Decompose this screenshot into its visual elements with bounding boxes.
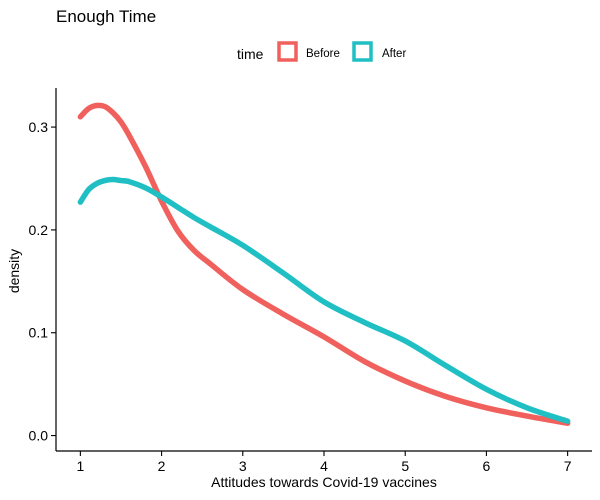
legend-label-after: After (382, 48, 406, 60)
legend-title: time (237, 46, 264, 62)
x-tick-label: 2 (158, 458, 166, 474)
y-tick-label: 0.0 (29, 428, 49, 444)
legend-key-before (277, 41, 298, 62)
y-tick-label: 0.2 (29, 222, 49, 238)
x-tick-label: 3 (239, 458, 247, 474)
series-line-before (77, 102, 571, 426)
x-tick-label: 7 (564, 458, 572, 474)
x-axis-title: Attitudes towards Covid-19 vaccines (211, 474, 437, 490)
y-tick-label: 0.1 (29, 325, 49, 341)
chart-title: Enough Time (56, 7, 156, 26)
legend-label-before: Before (306, 48, 340, 60)
x-tick-label: 5 (401, 458, 409, 474)
x-tick-label: 1 (76, 458, 84, 474)
series-line-after (77, 176, 571, 424)
y-axis-title: density (6, 249, 22, 293)
x-tick-label: 6 (483, 458, 491, 474)
y-tick-label: 0.3 (29, 119, 49, 135)
x-tick-label: 4 (320, 458, 328, 474)
plot-area (77, 102, 571, 426)
axes: 1 2 3 4 5 6 7 0.0 0.1 0.2 0.3 (29, 88, 592, 474)
legend-key-after (352, 41, 373, 62)
legend: time Before After (237, 41, 406, 62)
